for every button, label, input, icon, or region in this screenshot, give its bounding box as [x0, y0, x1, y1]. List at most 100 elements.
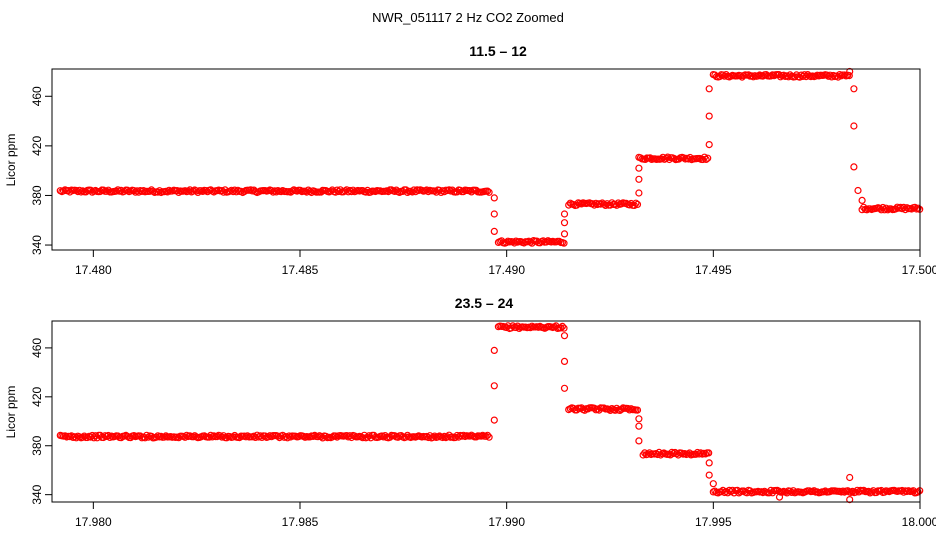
data-point: [791, 73, 799, 81]
data-point: [709, 480, 717, 488]
data-point: [490, 346, 498, 354]
data-point: [705, 449, 713, 457]
data-point: [346, 432, 354, 440]
data-point: [914, 488, 922, 496]
data-point: [775, 493, 784, 501]
data-point: [557, 324, 565, 332]
data-point: [846, 473, 854, 482]
data-point: [485, 188, 493, 196]
data-point: [510, 239, 519, 247]
data-point: [858, 196, 866, 204]
data-point: [560, 210, 569, 218]
data-point: [625, 201, 634, 209]
y-tick-label: 420: [30, 136, 44, 156]
data-point: [633, 200, 642, 208]
data-point: [154, 432, 162, 440]
data-point: [490, 416, 498, 424]
panel-1-title: 11.5 – 12: [469, 43, 527, 59]
data-point: [560, 219, 569, 227]
data-point: [328, 433, 336, 441]
data-point: [231, 186, 239, 194]
data-point: [632, 199, 640, 207]
data-point: [601, 201, 610, 209]
data-point: [705, 471, 713, 479]
data-point: [218, 187, 226, 195]
data-point: [311, 431, 319, 439]
data-point: [490, 227, 498, 235]
data-point: [264, 433, 272, 441]
data-point: [659, 153, 667, 161]
x-tick-label: 17.500: [902, 263, 936, 277]
data-point: [558, 322, 567, 330]
data-point: [207, 431, 215, 439]
data-point: [635, 437, 643, 445]
x-tick-label: 17.990: [488, 515, 525, 529]
data-point: [99, 186, 108, 194]
data-point: [485, 433, 493, 441]
data-point: [846, 496, 854, 504]
data-point: [560, 324, 568, 332]
data-point: [850, 163, 858, 171]
y-tick-label: 460: [30, 86, 44, 106]
data-point: [880, 488, 889, 496]
data-point: [633, 406, 642, 414]
data-point: [914, 204, 922, 212]
y-tick-label: 380: [30, 435, 44, 455]
data-point: [424, 433, 432, 442]
panel-1: 11.5 – 12 Licor ppm 17.480 17.485 17.490 17…: [4, 43, 936, 277]
data-point: [657, 155, 665, 163]
data-point: [705, 459, 713, 467]
data-point: [439, 433, 447, 442]
data-point: [705, 141, 713, 149]
data-point: [635, 164, 643, 172]
panel-2-y-axis: 340 380 420 460: [30, 338, 52, 505]
data-point: [403, 188, 412, 196]
panel-2-ylabel: Licor ppm: [4, 386, 18, 439]
data-point: [490, 210, 498, 218]
panel-1-x-axis: 17.480 17.485 17.490 17.495 17.500: [75, 250, 936, 277]
data-point: [162, 432, 170, 440]
data-point: [704, 154, 712, 162]
data-point: [635, 415, 643, 423]
panel-2: 23.5 – 24 Licor ppm 17.980 17.985 17.990 17…: [4, 295, 936, 529]
panel-1-ylabel: Licor ppm: [4, 134, 18, 187]
data-point: [560, 239, 568, 247]
panel-1-plot-frame: [51, 68, 921, 251]
data-point: [77, 188, 85, 196]
data-point: [864, 487, 873, 495]
data-point: [860, 486, 868, 494]
panel-1-points: [56, 67, 924, 247]
panel-2-title: 23.5 – 24: [455, 295, 514, 311]
data-point: [722, 487, 730, 496]
figure-title: NWR_051117 2 Hz CO2 Zoomed: [372, 10, 564, 25]
x-tick-label: 17.980: [75, 515, 112, 529]
data-point: [749, 73, 757, 81]
data-point: [719, 71, 727, 79]
data-point: [502, 323, 510, 332]
data-point: [431, 187, 439, 195]
x-tick-label: 17.485: [282, 263, 319, 277]
data-point: [702, 155, 710, 163]
data-point: [429, 433, 437, 441]
data-point: [560, 230, 569, 238]
panel-2-points: [56, 322, 924, 504]
data-point: [635, 175, 643, 183]
data-point: [705, 112, 713, 120]
data-point: [606, 406, 614, 414]
data-point: [854, 186, 862, 195]
data-point: [106, 433, 114, 441]
panel-1-y-axis: 340 380 420 460: [30, 86, 52, 255]
data-point: [143, 431, 151, 439]
data-point: [845, 71, 853, 80]
data-point: [685, 449, 694, 457]
data-point: [296, 186, 304, 194]
data-point: [256, 432, 264, 440]
data-point: [850, 85, 858, 93]
y-tick-label: 380: [30, 185, 44, 205]
data-point: [560, 357, 569, 365]
data-point: [641, 449, 649, 457]
data-point: [767, 72, 775, 80]
data-point: [75, 186, 84, 194]
data-point: [175, 188, 183, 196]
